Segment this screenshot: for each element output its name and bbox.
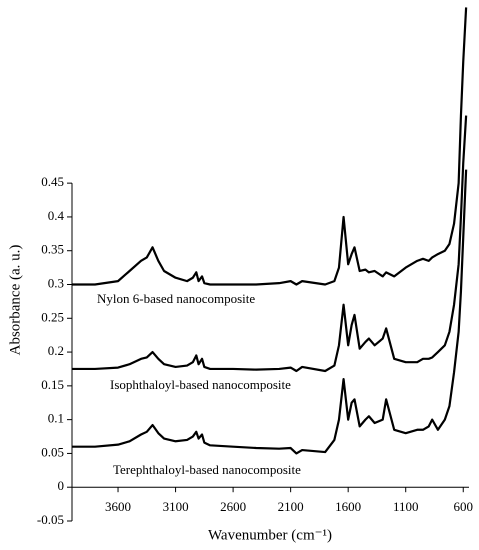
x-tick-label: 1100 bbox=[393, 499, 419, 514]
x-tick-label: 1600 bbox=[335, 499, 361, 514]
x-axis-label: Wavenumber (cm⁻¹) bbox=[208, 527, 332, 543]
y-axis-label: Absorbance (a. u.) bbox=[7, 245, 23, 356]
y-tick-label: 0.05 bbox=[41, 444, 64, 459]
y-tick-label: 0.15 bbox=[41, 377, 64, 392]
spectrum-line bbox=[72, 169, 468, 455]
y-tick-label: 0.45 bbox=[41, 174, 64, 189]
spectrum-line bbox=[72, 115, 468, 373]
y-tick-label: 0 bbox=[58, 478, 65, 493]
x-tick-label: 3100 bbox=[163, 499, 189, 514]
y-tick-label: 0.1 bbox=[48, 411, 64, 426]
y-tick-label: -0.05 bbox=[37, 512, 64, 527]
annotation: Terephthaloyl-based nanocomposite bbox=[113, 462, 301, 477]
y-tick-label: 0.2 bbox=[48, 343, 64, 358]
x-tick-label: 2600 bbox=[220, 499, 246, 514]
y-tick-label: 0.4 bbox=[48, 208, 65, 223]
y-tick-label: 0.25 bbox=[41, 309, 64, 324]
x-tick-label: 2100 bbox=[278, 499, 304, 514]
annotation: Nylon 6-based nanocomposite bbox=[97, 291, 255, 306]
annotation: Isophthaloyl-based nanocomposite bbox=[110, 377, 291, 392]
y-tick-label: 0.35 bbox=[41, 242, 64, 257]
x-tick-label: 3600 bbox=[105, 499, 131, 514]
y-tick-label: 0.3 bbox=[48, 275, 64, 290]
x-tick-label: 600 bbox=[453, 499, 473, 514]
spectrum-line bbox=[72, 7, 468, 286]
